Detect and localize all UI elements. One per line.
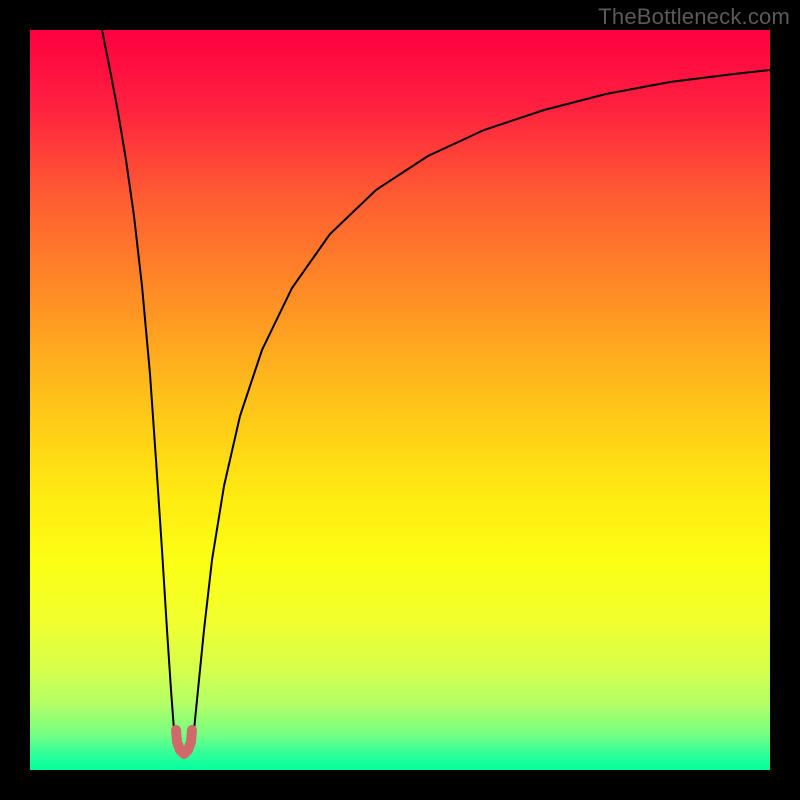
curve-layer xyxy=(30,30,770,770)
plot-area xyxy=(30,30,770,770)
curve-left-branch xyxy=(102,30,176,746)
curve-right-branch xyxy=(192,70,770,746)
chart-frame: TheBottleneck.com xyxy=(0,0,800,800)
watermark-text: TheBottleneck.com xyxy=(598,4,790,30)
curve-cusp-connector xyxy=(176,730,192,754)
